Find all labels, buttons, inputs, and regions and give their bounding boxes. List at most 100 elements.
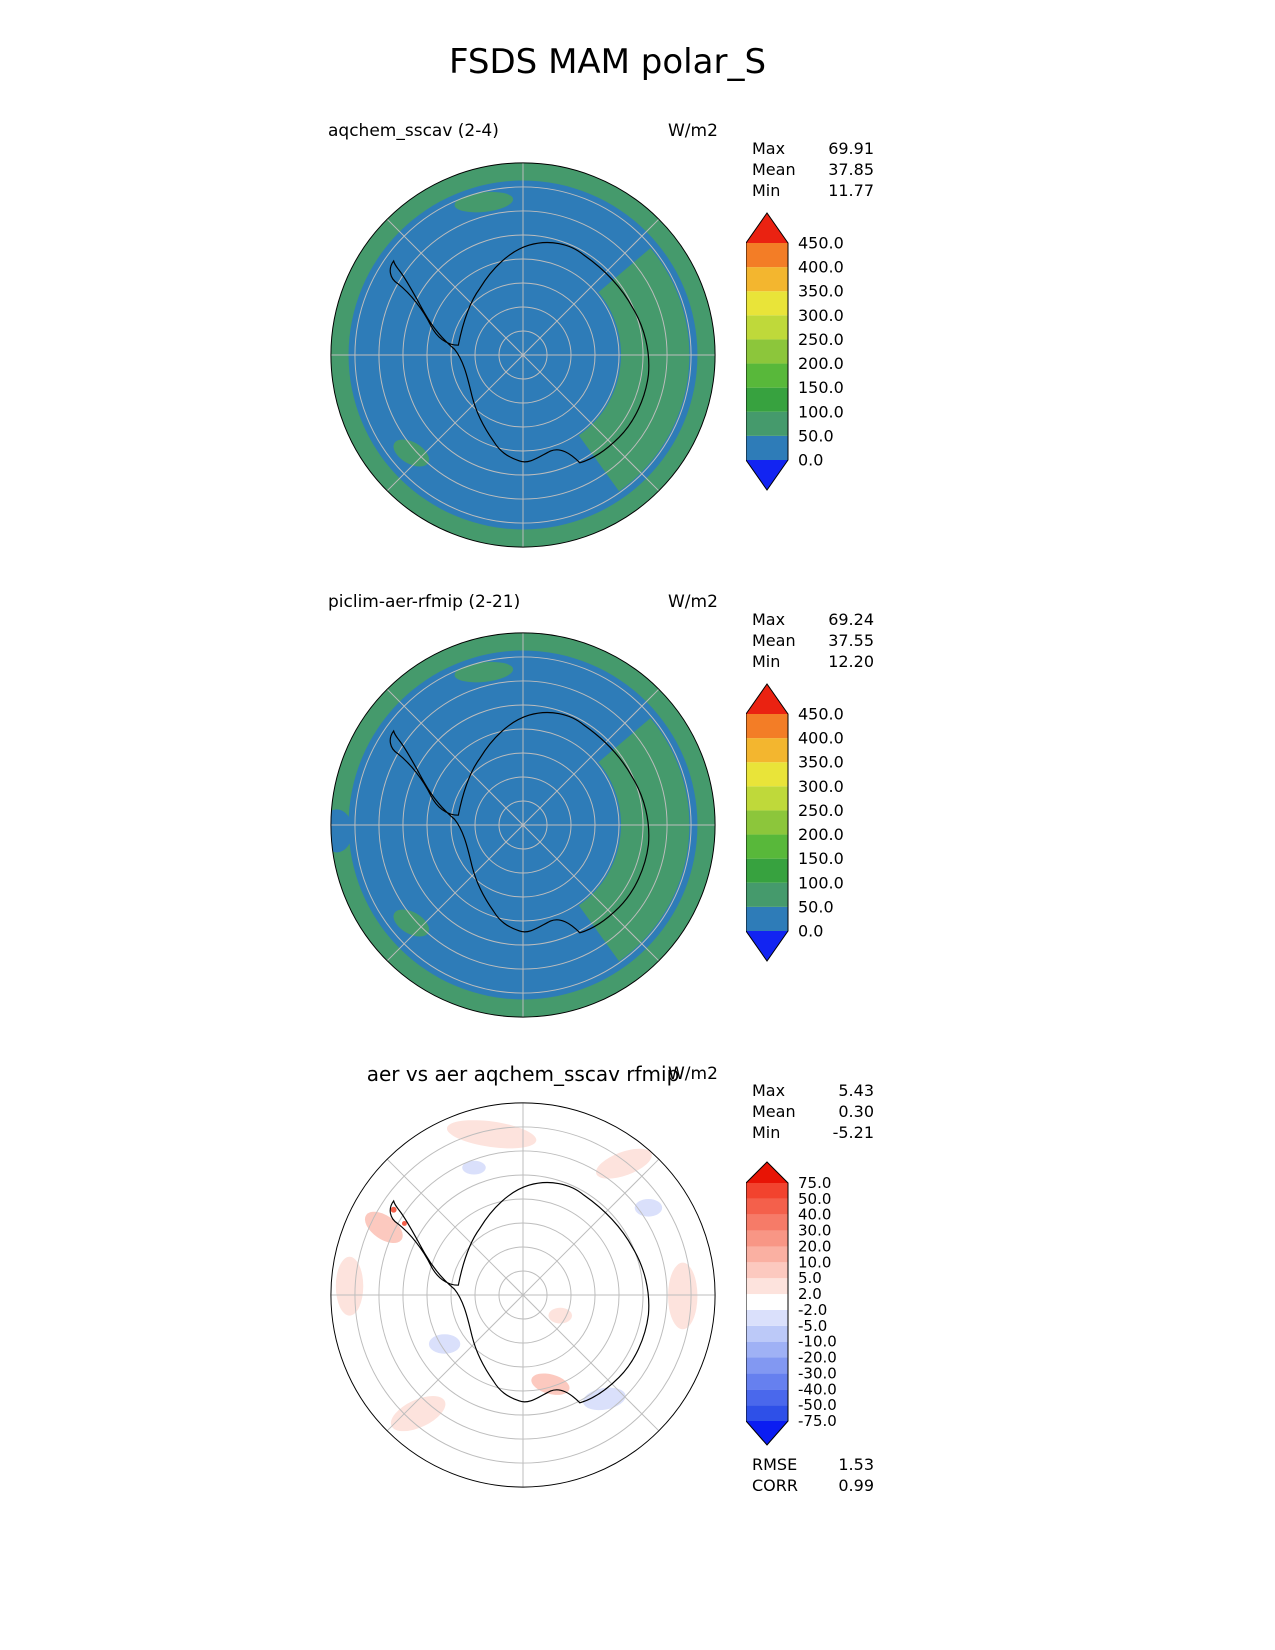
colorbar-outline (746, 212, 789, 491)
colorbar-tick-label: 0.0 (798, 922, 823, 941)
panel1-units: W/m2 (668, 121, 718, 141)
stat-label: Min (752, 652, 781, 671)
stat-value: 11.77 (828, 181, 874, 200)
colorbar-tick-label: 200.0 (798, 354, 844, 373)
stat-row: Mean 37.85 (752, 159, 874, 180)
colorbar-bin (746, 1278, 788, 1295)
map3-positive-anomaly (548, 1307, 572, 1324)
stat-row: Min 12.20 (752, 651, 874, 672)
colorbar-tick-label: 2.0 (798, 1285, 822, 1303)
colorbar-bin (746, 1246, 788, 1263)
stat-row: Max 5.43 (752, 1080, 874, 1101)
colorbar-tick-label: 5.0 (798, 1269, 822, 1287)
map-boundary (330, 1102, 716, 1488)
stat-row: Min -5.21 (752, 1122, 874, 1143)
panel3-units: W/m2 (668, 1064, 718, 1084)
map1-green-patch (393, 439, 430, 467)
metric-row: CORR 0.99 (752, 1475, 874, 1496)
map3-strong-positive-spot (401, 1221, 407, 1226)
map3-strong-positive-spot (390, 1206, 397, 1213)
stat-value: -5.21 (832, 1123, 874, 1142)
panel3-stats: Max 5.43 Mean 0.30 Min -5.21 (752, 1080, 874, 1143)
metric-row: RMSE 1.53 (752, 1454, 874, 1475)
metric-label: RMSE (752, 1455, 798, 1474)
colorbar-tick-label: 150.0 (798, 849, 844, 868)
colorbar-bin (746, 1341, 788, 1358)
colorbar-bin (746, 1325, 788, 1342)
map-boundary (330, 632, 716, 1018)
colorbar-under-arrow (746, 1421, 788, 1445)
colorbar-tick-label: -50.0 (798, 1396, 837, 1414)
stat-label: Max (752, 139, 786, 158)
colorbar-tick-label: 400.0 (798, 729, 844, 748)
colorbar-tick-label: 250.0 (798, 801, 844, 820)
stat-value: 69.91 (828, 139, 874, 158)
map-panel2 (330, 632, 716, 1018)
stat-row: Mean 37.55 (752, 630, 874, 651)
colorbar-bin (746, 1262, 788, 1279)
colorbar-tick-label: 400.0 (798, 258, 844, 277)
stat-row: Max 69.91 (752, 138, 874, 159)
stat-value: 37.85 (828, 160, 874, 179)
colorbar-tick-label: 200.0 (798, 825, 844, 844)
colorbar-tick-label: -5.0 (798, 1317, 827, 1335)
colorbar-over-arrow (746, 1162, 788, 1183)
colorbar-outline (746, 683, 789, 962)
metric-value: 1.53 (838, 1455, 874, 1474)
colorbar-bin (746, 810, 788, 835)
map3-positive-anomaly (668, 1262, 698, 1330)
colorbar-bin (746, 435, 788, 460)
panel1-title: aqchem_sscav (2-4) (328, 121, 499, 141)
colorbar-tick-label: 100.0 (798, 873, 844, 892)
graticule (330, 162, 716, 548)
map3-positive-anomaly (335, 1256, 364, 1316)
stat-label: Mean (752, 631, 796, 650)
colorbar-bin (746, 1183, 788, 1199)
colorbar-tick-label: 250.0 (798, 330, 844, 349)
map3-positive-anomaly (596, 1148, 652, 1179)
colorbar-bin (746, 858, 788, 883)
stat-label: Mean (752, 1102, 796, 1121)
colorbar-bin (746, 1389, 788, 1406)
stat-value: 0.30 (838, 1102, 874, 1121)
stat-row: Mean 0.30 (752, 1101, 874, 1122)
colorbar-tick-label: 100.0 (798, 402, 844, 421)
map-boundary (330, 162, 716, 548)
colorbar-bin (746, 1357, 788, 1374)
map2-green-patch (454, 661, 514, 683)
map1-green-patch (454, 191, 514, 213)
colorbar-tick-label: -75.0 (798, 1412, 837, 1430)
colorbar-bin (746, 834, 788, 859)
colorbar-tick-label: 40.0 (798, 1206, 831, 1224)
graticule (330, 1102, 716, 1488)
panel1-stats: Max 69.91 Mean 37.85 Min 11.77 (752, 138, 874, 201)
colorbar-tick-label: -20.0 (798, 1349, 837, 1367)
colorbar-bin (746, 363, 788, 388)
map3-negative-anomaly (428, 1334, 461, 1354)
colorbar-bin (746, 882, 788, 907)
colorbar-bin (746, 1214, 788, 1231)
panel3-metrics: RMSE 1.53 CORR 0.99 (752, 1454, 874, 1496)
colorbar-bin (746, 291, 788, 316)
map3-negative-anomaly (583, 1387, 626, 1411)
colorbar-bin (746, 714, 788, 739)
colorbar-bin (746, 1198, 788, 1215)
colorbar-tick-label: 300.0 (798, 777, 844, 796)
stat-value: 5.43 (838, 1081, 874, 1100)
colorbar-tick-label: 20.0 (798, 1237, 831, 1255)
map3-negative-anomaly (634, 1198, 663, 1217)
stat-value: 69.24 (828, 610, 874, 629)
colorbar-bin (746, 387, 788, 412)
panel2-stats: Max 69.24 Mean 37.55 Min 12.20 (752, 609, 874, 672)
map2-blue-notch (330, 809, 353, 853)
colorbar-tick-label: 0.0 (798, 451, 823, 470)
colorbar-bin (746, 762, 788, 787)
colorbar-tick-label: 75.0 (798, 1174, 831, 1192)
colorbar-under-arrow (746, 931, 788, 961)
stat-value: 12.20 (828, 652, 874, 671)
panel3-title: aer vs aer aqchem_sscav rfmip (366, 1062, 680, 1086)
figure-title: FSDS MAM polar_S (448, 42, 767, 82)
stat-value: 37.55 (828, 631, 874, 650)
colorbar-bin (746, 267, 788, 292)
